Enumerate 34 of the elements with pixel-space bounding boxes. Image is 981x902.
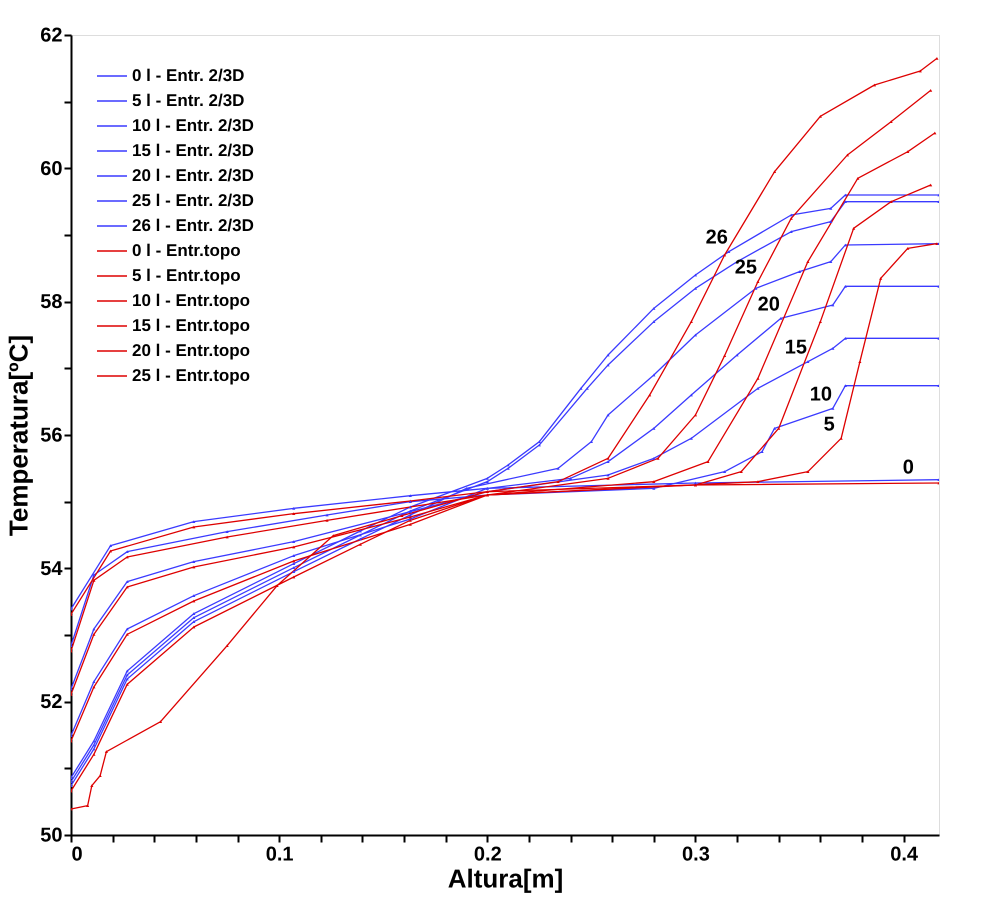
x-tick-label: 0.3	[682, 844, 710, 866]
legend-label: 20 l - Entr.topo	[132, 341, 250, 360]
legend-label: 15 l - Entr.topo	[132, 316, 250, 335]
legend-label: 25 l - Entr.topo	[132, 366, 250, 385]
legend-label: 10 l - Entr. 2/3D	[132, 116, 254, 135]
legend-label: 0 l - Entr. 2/3D	[132, 66, 244, 85]
legend-label: 25 l - Entr. 2/3D	[132, 191, 254, 210]
legend-label: 10 l - Entr.topo	[132, 291, 250, 310]
y-tick-label: 58	[40, 291, 62, 314]
annotation: 15	[784, 336, 807, 359]
y-tick-label: 54	[40, 558, 64, 580]
legend-label: 0 l - Entr.topo	[132, 241, 241, 260]
x-tick-label: 0.2	[474, 844, 502, 866]
annotation: 20	[758, 293, 780, 316]
annotation: 5	[824, 413, 835, 436]
annotation: 10	[810, 383, 832, 406]
x-axis-title: Altura[m]	[448, 864, 564, 894]
legend-label: 26 l - Entr. 2/3D	[132, 216, 254, 235]
y-tick-label: 62	[40, 24, 62, 46]
legend-label: 5 l - Entr. 2/3D	[132, 91, 244, 110]
x-tick-label: 0.1	[266, 844, 294, 866]
y-tick-label: 52	[40, 691, 62, 714]
x-tick-label: 0	[72, 844, 83, 866]
y-axis-title: Temperatura[ºC]	[3, 334, 34, 536]
y-tick-label: 60	[40, 158, 62, 180]
legend-label: 20 l - Entr. 2/3D	[132, 166, 254, 185]
annotation: 25	[734, 256, 758, 279]
annotation: 0	[902, 456, 914, 479]
legend-label: 5 l - Entr.topo	[132, 266, 241, 285]
x-tick-label: 0.4	[890, 844, 919, 866]
y-tick-label: 56	[40, 424, 62, 446]
legend-label: 15 l - Entr. 2/3D	[132, 141, 254, 160]
y-tick-label: 50	[40, 824, 62, 846]
annotation: 26	[706, 226, 728, 249]
